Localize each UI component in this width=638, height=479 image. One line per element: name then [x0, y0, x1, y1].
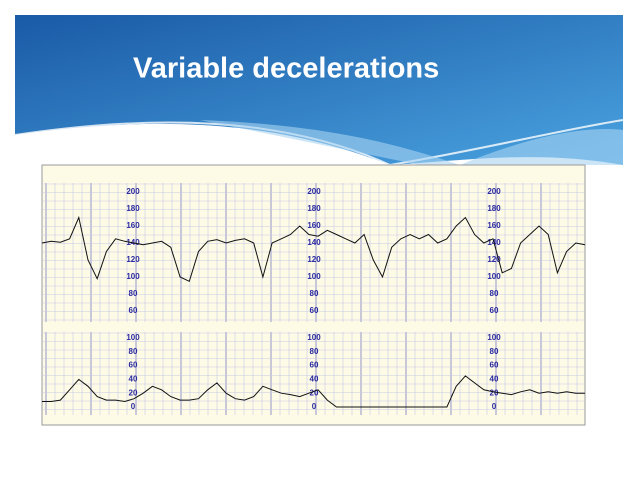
wave	[14, 119, 624, 167]
scale-label: 80	[310, 289, 319, 298]
scale-label: 200	[307, 187, 321, 196]
scale-label: 0	[131, 402, 136, 411]
scale-label: 100	[307, 272, 321, 281]
wave	[200, 120, 623, 165]
scale-label: 100	[487, 333, 501, 342]
scale-label: 200	[487, 187, 501, 196]
scale-label: 160	[487, 221, 501, 230]
scale-label: 100	[307, 333, 321, 342]
scale-label: 40	[129, 375, 138, 384]
scale-label: 180	[126, 204, 140, 213]
scale-label: 100	[126, 272, 140, 281]
scale-label: 80	[129, 347, 138, 356]
scale-label: 20	[310, 388, 319, 397]
scale-label: 160	[307, 221, 321, 230]
scale-label: 180	[487, 204, 501, 213]
title: Variable decelerations	[133, 53, 439, 85]
header-band	[15, 15, 623, 165]
scale-label: 80	[129, 289, 138, 298]
scale-label: 60	[310, 361, 319, 370]
scale-label: 180	[307, 204, 321, 213]
scale-label: 200	[126, 187, 140, 196]
scale-label: 120	[307, 255, 321, 264]
tracing: 2001801601401201008060100806040200200180…	[41, 164, 586, 426]
scale-label: 60	[129, 361, 138, 370]
scale-label: 100	[126, 333, 140, 342]
scale-label: 60	[310, 306, 319, 315]
scale-label: 160	[126, 221, 140, 230]
scale-label: 80	[490, 289, 499, 298]
scale-label: 0	[312, 402, 317, 411]
scale-label: 120	[487, 255, 501, 264]
scale-label: 20	[129, 388, 138, 397]
scale-label: 80	[310, 347, 319, 356]
tracing-frame	[41, 164, 586, 426]
scale-label: 60	[129, 306, 138, 315]
scale-label: 0	[492, 402, 497, 411]
scale-label: 20	[490, 388, 499, 397]
scale-label: 60	[490, 306, 499, 315]
uc-trace	[42, 375, 585, 408]
scale-label: 40	[310, 375, 319, 384]
scale-label: 140	[307, 238, 321, 247]
scale-label: 120	[126, 255, 140, 264]
scale-label: 40	[490, 375, 499, 384]
scale-label: 60	[490, 361, 499, 370]
fhr-trace	[41, 215, 586, 282]
scale-label: 100	[487, 272, 501, 281]
scale-label: 80	[490, 347, 499, 356]
